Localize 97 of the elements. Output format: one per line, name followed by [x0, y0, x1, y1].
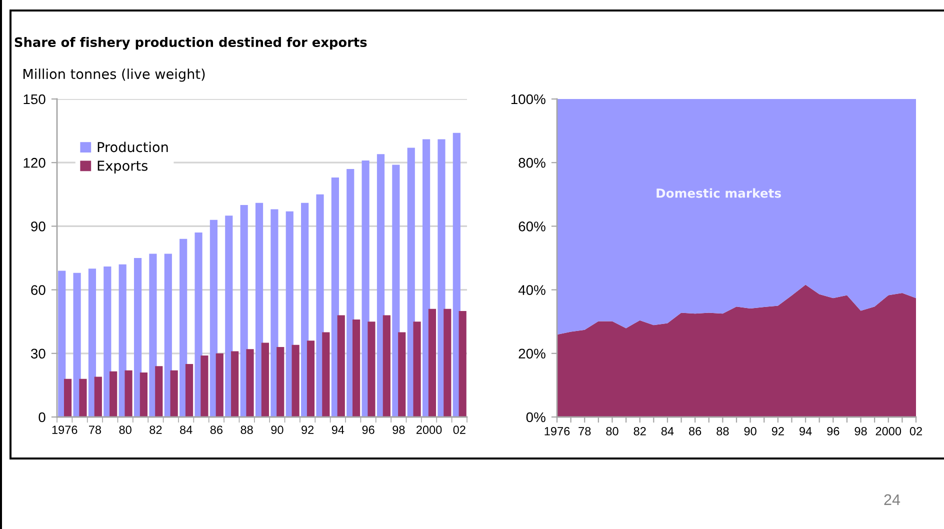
bar — [225, 216, 233, 417]
x-tick-label: 94 — [332, 426, 344, 434]
x-tick-label: 96 — [827, 427, 840, 436]
bar — [376, 154, 385, 417]
legend-label: Exports — [98, 160, 148, 174]
x-tick-label: 88 — [240, 426, 253, 434]
bar — [444, 308, 452, 417]
bar — [200, 356, 208, 417]
y-tick-label: 100% — [511, 94, 546, 104]
x-tick-label: 80 — [119, 426, 132, 434]
x-tick-label: 82 — [634, 427, 646, 436]
bar — [368, 322, 376, 417]
y-tick-label: 90 — [31, 222, 46, 232]
x-tick-label: 1976 — [52, 426, 78, 434]
chart-title: Share of fishery production destined for exports — [14, 37, 367, 50]
bar — [392, 164, 400, 417]
y-tick-label: 0 — [38, 412, 46, 422]
bar — [306, 340, 315, 417]
x-tick-label: 92 — [772, 427, 784, 436]
y-tick-label: 0% — [526, 412, 546, 422]
y-tick-label: 20% — [518, 348, 546, 359]
legend-label: Production — [98, 142, 168, 152]
bar — [301, 202, 309, 417]
x-tick-label: 2000 — [416, 426, 442, 434]
bar — [185, 364, 194, 417]
bar — [64, 378, 72, 417]
bar — [180, 238, 188, 417]
x-tick-label: 92 — [302, 426, 314, 434]
x-tick-label: 98 — [854, 427, 867, 436]
x-tick-label: 96 — [362, 426, 374, 434]
y-axis-title: Million tonnes (live weight) — [23, 68, 205, 82]
bar — [58, 270, 66, 417]
bar — [428, 308, 436, 417]
bar — [398, 332, 406, 417]
bar — [118, 264, 126, 417]
bar — [155, 366, 163, 417]
x-tick-label: 84 — [180, 426, 192, 434]
bar — [276, 347, 284, 417]
bar — [292, 344, 300, 417]
bar — [134, 258, 142, 417]
bar — [170, 370, 178, 417]
x-tick-label: 84 — [661, 427, 674, 436]
bar — [194, 232, 202, 417]
x-tick-label: 1976 — [544, 427, 570, 436]
y-tick-label: 150 — [24, 94, 46, 104]
x-tick-label: 2000 — [876, 427, 902, 436]
x-tick-label: 94 — [800, 427, 812, 436]
bar — [413, 322, 421, 417]
x-tick-label: 78 — [89, 426, 102, 434]
bar — [79, 378, 87, 417]
bar — [104, 266, 112, 417]
x-tick-label: 90 — [271, 426, 284, 434]
bar — [216, 353, 224, 417]
bar — [346, 168, 354, 417]
bar — [94, 376, 102, 417]
bar — [124, 370, 132, 417]
x-tick-label: 82 — [150, 426, 162, 434]
bar — [331, 177, 339, 417]
y-tick-label: 80% — [518, 158, 546, 168]
bar — [140, 372, 148, 417]
x-tick-label: 86 — [689, 427, 702, 436]
x-tick-label: 80 — [606, 427, 618, 436]
bar — [337, 315, 345, 417]
x-tick-label: 02 — [910, 427, 922, 436]
y-tick-label: 60% — [518, 222, 546, 232]
y-tick-label: 40% — [518, 285, 546, 295]
bar — [286, 211, 294, 417]
bar — [255, 202, 264, 417]
y-tick-label: 120 — [24, 158, 46, 168]
y-tick-label: 60 — [31, 285, 46, 295]
bar — [452, 132, 460, 417]
bar — [73, 272, 81, 417]
bar — [231, 351, 239, 417]
bar — [88, 268, 96, 417]
bar — [382, 315, 390, 417]
bar — [110, 371, 118, 417]
bar — [352, 319, 360, 417]
text: 24 — [884, 494, 900, 505]
x-tick-label: 98 — [392, 426, 405, 434]
x-tick-label: 02 — [453, 426, 466, 434]
bar — [246, 349, 254, 417]
bar — [149, 254, 157, 417]
x-tick-label: 90 — [744, 427, 756, 436]
series-label: Domestic markets — [656, 188, 781, 198]
x-tick-label: 86 — [210, 426, 222, 434]
x-tick-label: 88 — [716, 427, 729, 436]
bar — [210, 220, 218, 417]
bar — [240, 205, 248, 417]
bar — [270, 209, 278, 417]
y-tick-label: 30 — [30, 348, 46, 359]
bar — [458, 311, 466, 417]
bar — [316, 194, 324, 417]
bar — [322, 332, 330, 417]
x-tick-label: 78 — [578, 427, 591, 436]
bar — [164, 254, 172, 417]
bar — [261, 342, 269, 417]
bar — [422, 139, 430, 417]
